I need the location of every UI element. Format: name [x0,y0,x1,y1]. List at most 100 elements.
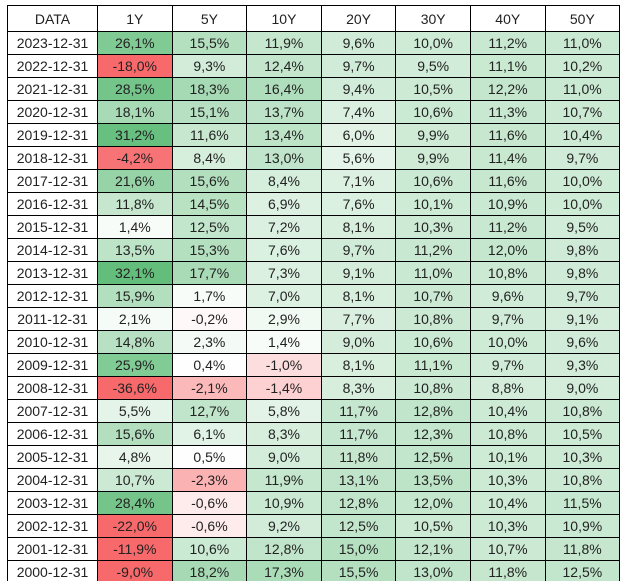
value-cell: 1,7% [171,284,248,308]
value-cell: 6,0% [320,123,397,147]
value-cell: 10,2% [544,54,621,78]
value-cell: 10,1% [469,445,546,469]
table-row: 2010-12-31 14,8% 2,3% 1,4% 9,0% 10,6% 10,0% 9,6… [7,330,621,354]
value-cell: 10,6% [395,330,471,354]
date-cell: 2018-12-31 [7,146,98,170]
value-cell: 10,9% [469,192,546,216]
value-cell: 17,3% [246,560,322,581]
value-cell: 31,2% [97,123,173,147]
value-cell: 7,6% [246,238,322,262]
value-cell: 21,6% [97,169,173,193]
value-cell: 11,1% [395,353,471,377]
value-cell: 15,5% [171,31,248,55]
value-cell: 9,8% [544,238,621,262]
value-cell: 28,4% [97,491,173,515]
table-row: 2000-12-31 -9,0% 18,2% 17,3% 15,5% 13,0% 11,8%… [7,560,621,581]
value-cell: 28,5% [97,77,173,101]
value-cell: 9,0% [320,330,397,354]
value-cell: 7,7% [320,307,397,331]
value-cell: 11,9% [246,31,322,55]
value-cell: 11,0% [544,31,621,55]
value-cell: 11,8% [320,445,397,469]
value-cell: 10,7% [544,100,621,124]
value-cell: 15,3% [171,238,248,262]
table-row: 2015-12-31 1,4% 12,5% 7,2% 8,1% 10,3% 11,2% 9,5… [7,215,621,239]
value-cell: 9,7% [469,307,546,331]
value-cell: 9,9% [395,123,471,147]
value-cell: 10,8% [469,422,546,446]
value-cell: 9,0% [544,376,621,400]
value-cell: 9,5% [395,54,471,78]
value-cell: 12,8% [320,491,397,515]
value-cell: 11,6% [469,169,546,193]
value-cell: 12,2% [469,77,546,101]
value-cell: 5,8% [246,399,322,423]
date-cell: 2005-12-31 [7,445,98,469]
value-cell: 10,6% [395,169,471,193]
value-cell: 8,1% [320,353,397,377]
table-row: 2022-12-31 -18,0% 9,3% 12,4% 9,7% 9,5% 11,1% 10… [7,54,621,78]
date-cell: 2020-12-31 [7,100,98,124]
column-header-5Y: 5Y [171,5,248,32]
value-cell: 13,1% [320,468,397,492]
table-row: 2021-12-31 28,5% 18,3% 16,4% 9,4% 10,5% 12,2% 1… [7,77,621,101]
value-cell: 11,7% [320,422,397,446]
value-cell: 10,8% [395,307,471,331]
column-header-20Y: 20Y [320,5,397,32]
value-cell: 9,6% [469,284,546,308]
table-row: 2023-12-31 26,1% 15,5% 11,9% 9,6% 10,0% 11,2% 1… [7,31,621,55]
table-body: 2023-12-31 26,1% 15,5% 11,9% 9,6% 10,0% 11,2% 1… [7,31,621,581]
value-cell: 11,2% [469,31,546,55]
value-cell: 9,7% [544,146,621,170]
value-cell: 10,8% [469,261,546,285]
date-cell: 2019-12-31 [7,123,98,147]
value-cell: 11,8% [97,192,173,216]
value-cell: 0,5% [171,445,248,469]
value-cell: 12,8% [395,399,471,423]
value-cell: 6,9% [246,192,322,216]
value-cell: 12,5% [395,445,471,469]
value-cell: 13,7% [246,100,322,124]
date-cell: 2006-12-31 [7,422,98,446]
column-header-40Y: 40Y [469,5,546,32]
value-cell: -2,1% [171,376,248,400]
value-cell: 12,3% [395,422,471,446]
value-cell: -9,0% [97,560,173,581]
value-cell: 10,3% [544,445,621,469]
value-cell: 7,2% [246,215,322,239]
table-row: 2016-12-31 11,8% 14,5% 6,9% 7,6% 10,1% 10,9% 10… [7,192,621,216]
value-cell: 11,8% [544,537,621,561]
value-cell: 8,3% [320,376,397,400]
date-cell: 2023-12-31 [7,31,98,55]
value-cell: 15,6% [171,169,248,193]
value-cell: 18,3% [171,77,248,101]
value-cell: -1,4% [246,376,322,400]
value-cell: 8,4% [171,146,248,170]
value-cell: 12,4% [246,54,322,78]
table-row: 2002-12-31 -22,0% -0,6% 9,2% 12,5% 10,5% 10,3%… [7,514,621,538]
value-cell: 0,4% [171,353,248,377]
value-cell: 10,7% [97,468,173,492]
column-header-10Y: 10Y [246,5,322,32]
table-row: 2017-12-31 21,6% 15,6% 8,4% 7,1% 10,6% 11,6% 10… [7,169,621,193]
column-header-50Y: 50Y [544,5,621,32]
date-cell: 2015-12-31 [7,215,98,239]
value-cell: 9,0% [246,445,322,469]
value-cell: -2,3% [171,468,248,492]
value-cell: 10,8% [395,376,471,400]
value-cell: 11,6% [171,123,248,147]
table-row: 2003-12-31 28,4% -0,6% 10,9% 12,8% 12,0% 10,4%… [7,491,621,515]
value-cell: 10,0% [544,169,621,193]
value-cell: 10,6% [395,100,471,124]
value-cell: 2,1% [97,307,173,331]
value-cell: 11,0% [544,77,621,101]
value-cell: 13,4% [246,123,322,147]
value-cell: 2,3% [171,330,248,354]
value-cell: 9,1% [320,261,397,285]
value-cell: -0,6% [171,491,248,515]
date-cell: 2008-12-31 [7,376,98,400]
value-cell: 9,1% [544,307,621,331]
value-cell: 5,5% [97,399,173,423]
value-cell: -0,6% [171,514,248,538]
table-row: 2013-12-31 32,1% 17,7% 7,3% 9,1% 11,0% 10,8% 9,… [7,261,621,285]
